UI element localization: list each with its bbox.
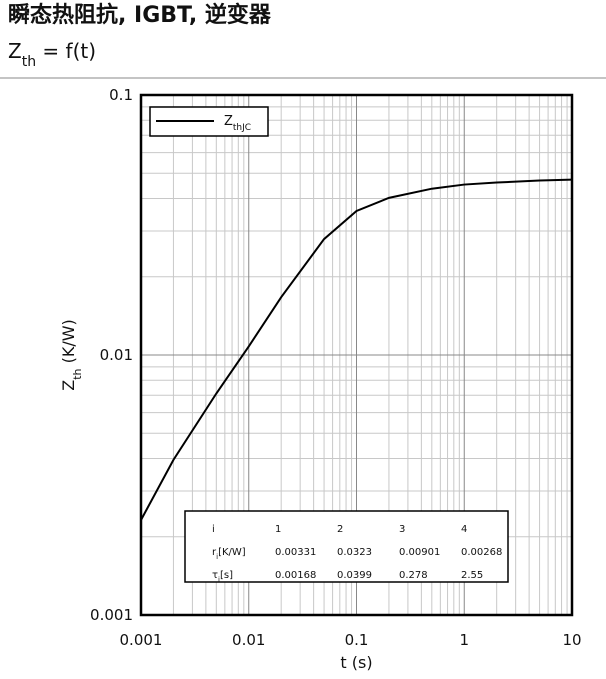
- table-header: 3: [399, 524, 405, 535]
- y-tick-label: 0.01: [100, 346, 133, 364]
- y-tick-label: 0.001: [90, 606, 133, 624]
- table-header: 4: [461, 524, 467, 535]
- table-header: i: [212, 524, 215, 535]
- subscript: th: [71, 368, 84, 379]
- table-row-label: ri[K/W]: [212, 547, 246, 561]
- table-cell: 2.55: [461, 570, 483, 581]
- text-part: [K/W]: [218, 547, 246, 558]
- table-cell: 0.0399: [337, 570, 372, 581]
- text-part: = f(t): [36, 39, 96, 63]
- x-tick-label: 1: [459, 631, 469, 649]
- y-axis-label: Zth (K/W): [59, 319, 84, 391]
- text-part: Z: [8, 39, 22, 63]
- table-cell: 0.00268: [461, 547, 502, 558]
- chart-subtitle: Zth = f(t): [8, 39, 96, 70]
- text-part: r: [212, 547, 217, 558]
- text-part: (K/W): [59, 319, 78, 368]
- x-tick-label: 0.1: [345, 631, 369, 649]
- x-tick-label: 0.01: [232, 631, 265, 649]
- text-part: Z: [59, 380, 78, 391]
- subscript: th: [22, 54, 36, 70]
- table-cell: 0.00331: [275, 547, 316, 558]
- subscript: thJC: [233, 123, 251, 133]
- subscript: i: [218, 576, 220, 584]
- text-part: τ: [212, 570, 218, 581]
- table-cell: 0.0323: [337, 547, 372, 558]
- x-tick-label: 0.001: [120, 631, 163, 649]
- line: [140, 178, 573, 521]
- table-header: 1: [275, 524, 281, 535]
- table-box: [184, 510, 509, 583]
- legend-text: Z: [224, 114, 233, 129]
- table-header: 2: [337, 524, 343, 535]
- table-row-label: τi[s]: [212, 570, 233, 584]
- table-cell: 0.00901: [399, 547, 440, 558]
- chart-title: 瞬态热阻抗, IGBT, 逆变器: [8, 2, 272, 28]
- legend-label: ZthJC: [224, 114, 251, 133]
- subscript: i: [216, 553, 218, 561]
- table-cell: 0.00168: [275, 570, 316, 581]
- y-tick-label: 0.1: [109, 86, 133, 104]
- plot-frame: [139, 93, 574, 617]
- text-part: [s]: [220, 570, 233, 581]
- x-axis-label: t (s): [340, 653, 372, 672]
- x-tick-label: 10: [562, 631, 581, 649]
- table-cell: 0.278: [399, 570, 428, 581]
